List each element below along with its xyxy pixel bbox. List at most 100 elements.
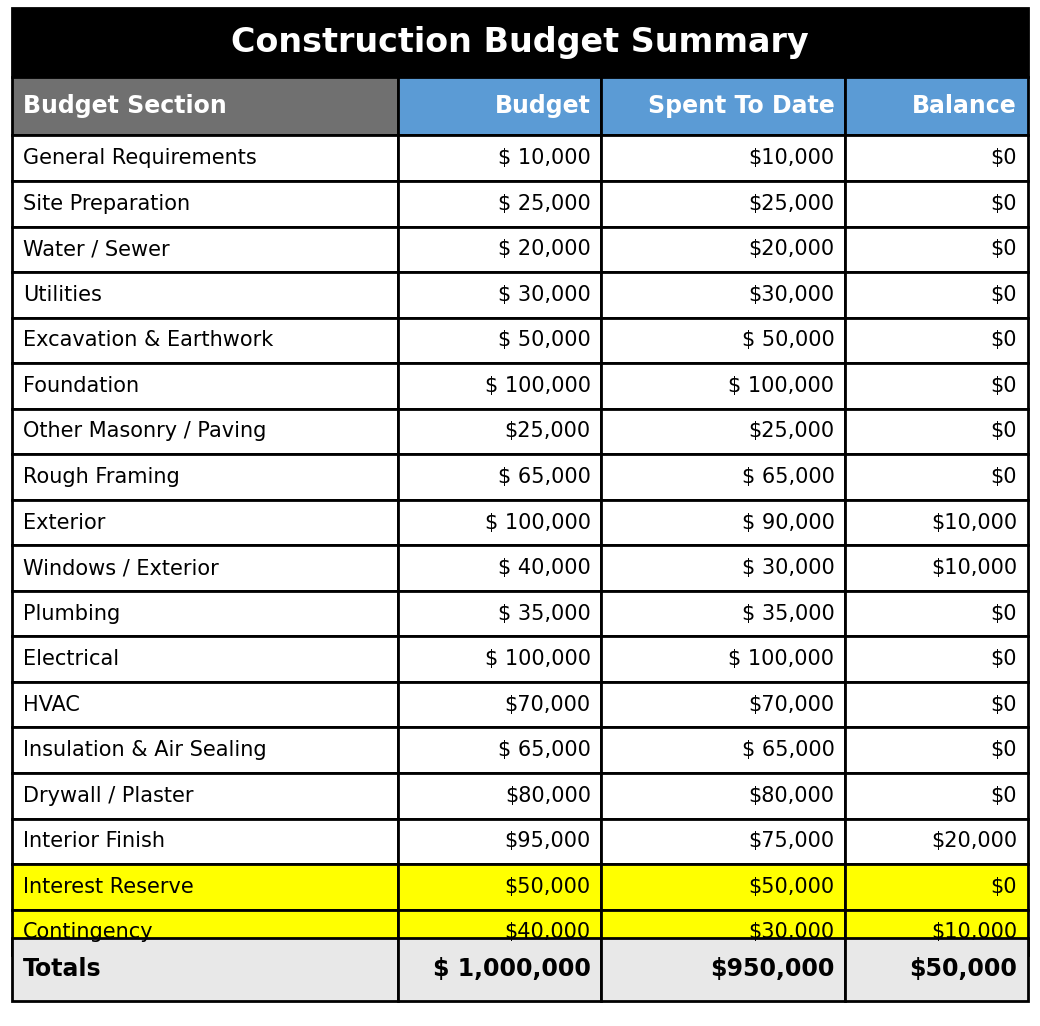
- Text: $0: $0: [991, 422, 1017, 441]
- Text: Windows / Exterior: Windows / Exterior: [23, 558, 218, 578]
- Bar: [398, 318, 601, 363]
- Bar: [398, 181, 601, 227]
- Text: $ 65,000: $ 65,000: [742, 467, 834, 487]
- Bar: [12, 773, 398, 819]
- Bar: [601, 864, 844, 910]
- Bar: [844, 227, 1028, 272]
- Text: $ 30,000: $ 30,000: [498, 285, 591, 305]
- Text: $ 10,000: $ 10,000: [498, 148, 591, 168]
- Bar: [12, 272, 398, 318]
- Bar: [844, 77, 1028, 135]
- Text: $10,000: $10,000: [931, 513, 1017, 532]
- Bar: [844, 773, 1028, 819]
- Bar: [844, 910, 1028, 955]
- Bar: [844, 864, 1028, 910]
- Text: $0: $0: [991, 467, 1017, 487]
- Text: $ 40,000: $ 40,000: [498, 558, 591, 578]
- Text: $10,000: $10,000: [749, 148, 834, 168]
- Bar: [844, 135, 1028, 181]
- Text: HVAC: HVAC: [23, 695, 80, 715]
- Bar: [12, 363, 398, 408]
- Text: Foundation: Foundation: [23, 376, 139, 396]
- Bar: [398, 819, 601, 864]
- Text: $0: $0: [991, 239, 1017, 260]
- Bar: [12, 181, 398, 227]
- Text: Electrical: Electrical: [23, 649, 119, 669]
- Text: Other Masonry / Paving: Other Masonry / Paving: [23, 422, 266, 441]
- Bar: [398, 545, 601, 591]
- Text: $10,000: $10,000: [931, 922, 1017, 943]
- Text: $ 65,000: $ 65,000: [498, 740, 591, 760]
- Text: Budget Section: Budget Section: [23, 94, 227, 118]
- Text: Drywall / Plaster: Drywall / Plaster: [23, 786, 193, 805]
- Bar: [601, 181, 844, 227]
- Text: Interest Reserve: Interest Reserve: [23, 877, 193, 897]
- Text: $ 50,000: $ 50,000: [742, 330, 834, 350]
- Text: $0: $0: [991, 285, 1017, 305]
- Bar: [844, 500, 1028, 545]
- Text: $0: $0: [991, 695, 1017, 715]
- Bar: [601, 455, 844, 500]
- Bar: [398, 272, 601, 318]
- Bar: [12, 864, 398, 910]
- Text: $50,000: $50,000: [749, 877, 834, 897]
- Bar: [601, 318, 844, 363]
- Text: $20,000: $20,000: [749, 239, 834, 260]
- Bar: [601, 773, 844, 819]
- Bar: [844, 408, 1028, 455]
- Text: Plumbing: Plumbing: [23, 603, 121, 624]
- Text: Excavation & Earthwork: Excavation & Earthwork: [23, 330, 274, 350]
- Text: $ 100,000: $ 100,000: [485, 376, 591, 396]
- Bar: [844, 272, 1028, 318]
- Bar: [844, 636, 1028, 682]
- Text: $0: $0: [991, 194, 1017, 213]
- Text: Insulation & Air Sealing: Insulation & Air Sealing: [23, 740, 266, 760]
- Bar: [844, 455, 1028, 500]
- Text: $0: $0: [991, 376, 1017, 396]
- Bar: [12, 727, 398, 773]
- Text: $50,000: $50,000: [504, 877, 591, 897]
- Bar: [844, 938, 1028, 1000]
- Bar: [398, 591, 601, 636]
- Bar: [398, 135, 601, 181]
- Bar: [601, 938, 844, 1000]
- Bar: [601, 682, 844, 727]
- Text: $25,000: $25,000: [504, 422, 591, 441]
- Text: $0: $0: [991, 786, 1017, 805]
- Text: Contingency: Contingency: [23, 922, 154, 943]
- Text: $0: $0: [991, 877, 1017, 897]
- Bar: [844, 727, 1028, 773]
- Bar: [844, 591, 1028, 636]
- Text: Rough Framing: Rough Framing: [23, 467, 180, 487]
- Text: $0: $0: [991, 740, 1017, 760]
- Text: $ 65,000: $ 65,000: [742, 740, 834, 760]
- Bar: [601, 910, 844, 955]
- Bar: [601, 636, 844, 682]
- Text: $95,000: $95,000: [504, 831, 591, 852]
- Bar: [12, 408, 398, 455]
- Text: $ 50,000: $ 50,000: [498, 330, 591, 350]
- Bar: [601, 77, 844, 135]
- Bar: [601, 135, 844, 181]
- Text: $25,000: $25,000: [749, 422, 834, 441]
- Text: Water / Sewer: Water / Sewer: [23, 239, 170, 260]
- Text: $50,000: $50,000: [909, 957, 1017, 982]
- Text: $20,000: $20,000: [931, 831, 1017, 852]
- Text: Totals: Totals: [23, 957, 102, 982]
- Bar: [398, 500, 601, 545]
- Text: $75,000: $75,000: [749, 831, 834, 852]
- Text: $40,000: $40,000: [504, 922, 591, 943]
- Text: General Requirements: General Requirements: [23, 148, 257, 168]
- Bar: [844, 318, 1028, 363]
- Bar: [398, 455, 601, 500]
- Text: Utilities: Utilities: [23, 285, 102, 305]
- Bar: [12, 591, 398, 636]
- Text: Exterior: Exterior: [23, 513, 105, 532]
- Bar: [398, 773, 601, 819]
- Bar: [398, 227, 601, 272]
- Text: Interior Finish: Interior Finish: [23, 831, 165, 852]
- Bar: [601, 227, 844, 272]
- Bar: [601, 819, 844, 864]
- Text: $ 100,000: $ 100,000: [485, 513, 591, 532]
- Text: $10,000: $10,000: [931, 558, 1017, 578]
